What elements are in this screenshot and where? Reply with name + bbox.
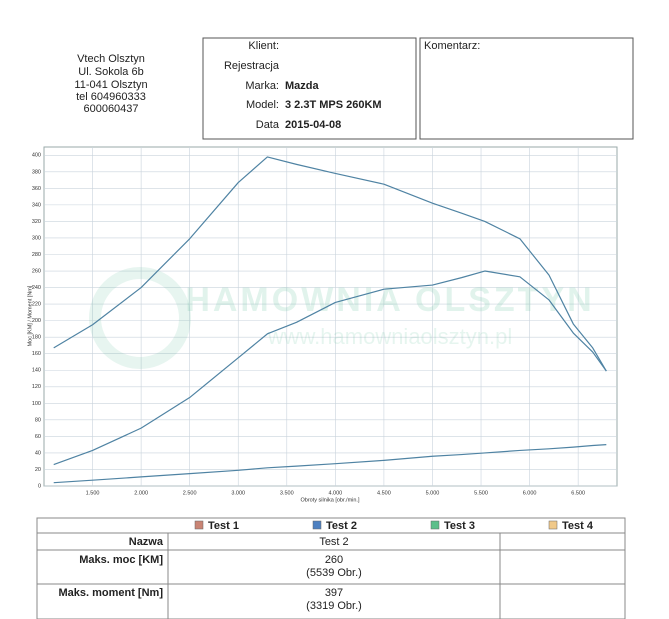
legend-swatch xyxy=(312,520,322,530)
legend-label: Test 4 xyxy=(562,520,594,532)
address-line: Ul. Sokola 6b xyxy=(78,66,143,78)
y-tick-label: 20 xyxy=(35,467,41,473)
x-tick-label: 6.500 xyxy=(571,490,585,496)
address-line: tel 604960333 xyxy=(76,91,146,103)
field-label: Marka: xyxy=(245,80,279,92)
field-label: Data xyxy=(256,119,280,131)
comment-label: Komentarz: xyxy=(424,40,480,52)
y-tick-label: 100 xyxy=(32,401,41,407)
y-tick-label: 360 xyxy=(32,186,41,192)
field-label: Rejestracja xyxy=(224,60,280,72)
y-tick-label: 200 xyxy=(32,318,41,324)
address-line: 11-041 Olsztyn xyxy=(74,79,147,91)
address-line: Vtech Olsztyn xyxy=(77,53,145,65)
x-tick-label: 5.500 xyxy=(474,490,488,496)
y-tick-label: 240 xyxy=(32,285,41,291)
watermark: HAMOWNIA OLSZTYN xyxy=(185,281,594,319)
row-head: Nazwa xyxy=(129,536,164,548)
x-tick-label: 3.500 xyxy=(280,490,294,496)
series-line xyxy=(53,270,607,466)
y-tick-label: 300 xyxy=(32,235,41,241)
address-line: 600060437 xyxy=(83,103,138,115)
cell: 397 xyxy=(325,587,343,599)
legend-swatch xyxy=(548,520,558,530)
cell: 260 xyxy=(325,554,343,566)
field-value: Mazda xyxy=(285,80,320,92)
y-tick-label: 0 xyxy=(38,483,41,489)
y-tick-label: 180 xyxy=(32,335,41,341)
watermark-url: www.hamowniaolsztyn.pl xyxy=(267,324,513,349)
y-tick-label: 400 xyxy=(32,153,41,159)
y-axis-label: Moc [KM] / Moment [Nm] xyxy=(27,285,33,346)
legend-label: Test 3 xyxy=(444,520,475,532)
x-axis-label: Obroty silnika [obr./min.] xyxy=(301,497,360,503)
y-tick-label: 260 xyxy=(32,268,41,274)
address: Vtech Olsztyn Ul. Sokola 6b 11-041 Olszt… xyxy=(74,53,147,115)
y-tick-label: 40 xyxy=(35,450,41,456)
info-box xyxy=(202,37,417,140)
cell: Test 2 xyxy=(319,536,348,548)
x-tick-label: 3.000 xyxy=(231,490,245,496)
x-tick-label: 4.000 xyxy=(328,490,342,496)
table-frame xyxy=(36,517,626,619)
series-line xyxy=(53,156,607,372)
cell: (3319 Obr.) xyxy=(306,600,362,612)
field-label: Klient: xyxy=(248,40,279,52)
results-table: Test 1 Test 2 Test 3 Test 4 Nazwa Test 2 Ma… xyxy=(36,517,626,619)
y-tick-label: 220 xyxy=(32,302,41,308)
row-head: Maks. moc [KM] xyxy=(79,554,163,566)
watermark-logo xyxy=(89,267,191,369)
y-tick-label: 160 xyxy=(32,351,41,357)
field-label: Model: xyxy=(246,99,279,111)
x-tick-label: 1.500 xyxy=(86,490,100,496)
y-tick-label: 80 xyxy=(35,417,41,423)
legend-swatch xyxy=(194,520,204,530)
comment-box xyxy=(419,37,634,140)
field-value: 3 2.3T MPS 260KM xyxy=(285,99,382,111)
x-tick-label: 4.500 xyxy=(377,490,391,496)
cell: (5539 Obr.) xyxy=(306,567,362,579)
y-tick-label: 380 xyxy=(32,169,41,175)
y-tick-label: 140 xyxy=(32,368,41,374)
y-tick-label: 120 xyxy=(32,384,41,390)
x-tick-label: 2.000 xyxy=(134,490,148,496)
field-value: 2015-04-08 xyxy=(285,119,341,131)
legend-swatch xyxy=(430,520,440,530)
x-tick-label: 2.500 xyxy=(183,490,197,496)
legend-label: Test 1 xyxy=(208,520,239,532)
y-tick-label: 280 xyxy=(32,252,41,258)
y-tick-label: 60 xyxy=(35,434,41,440)
y-tick-label: 320 xyxy=(32,219,41,225)
legend-label: Test 2 xyxy=(326,520,357,532)
series-line xyxy=(53,444,607,484)
x-tick-label: 5.000 xyxy=(426,490,440,496)
y-tick-label: 340 xyxy=(32,202,41,208)
x-tick-label: 6.000 xyxy=(523,490,537,496)
row-head: Maks. moment [Nm] xyxy=(58,587,163,599)
